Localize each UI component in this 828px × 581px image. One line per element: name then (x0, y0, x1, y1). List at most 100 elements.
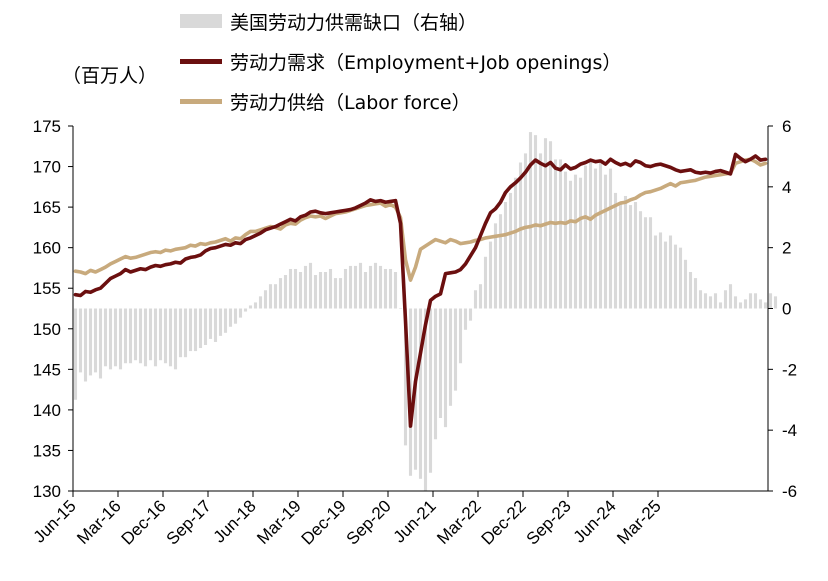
gap-bar (323, 272, 328, 309)
left-tick-label: 170 (33, 158, 61, 177)
left-axis-unit: （百万人） (62, 65, 158, 87)
legend-swatch-demand (180, 58, 222, 64)
gap-bar (78, 308, 83, 373)
gap-bar (428, 308, 433, 473)
gap-bar (418, 308, 423, 479)
left-tick-label: 160 (33, 239, 61, 258)
gap-bar (398, 308, 403, 309)
gap-bar (123, 308, 128, 364)
gap-bar (403, 308, 408, 446)
gap-bar (498, 214, 503, 309)
gap-bar (743, 299, 748, 309)
gap-bar (668, 235, 673, 309)
right-tick-label: 4 (782, 178, 791, 197)
gap-bar (738, 302, 743, 309)
gap-bar (258, 296, 263, 309)
gap-bar (623, 195, 628, 309)
gap-bar (528, 132, 533, 309)
x-tick-label: Mar-22 (433, 496, 485, 548)
gap-bar (648, 217, 653, 309)
gap-bar (458, 308, 463, 364)
gap-bar (583, 165, 588, 309)
gap-bar (278, 278, 283, 309)
gap-bar (563, 171, 568, 309)
gap-bar (108, 308, 113, 370)
x-tick-label: Mar-25 (613, 496, 665, 548)
gap-bar (768, 293, 773, 309)
gap-bar (663, 241, 668, 309)
gap-bar (503, 202, 508, 309)
gap-bar (443, 308, 448, 428)
gap-bar (148, 308, 153, 361)
gap-bar (433, 308, 438, 440)
gap-bar (118, 308, 123, 370)
gap-bar (308, 262, 313, 309)
x-tick-label: Sep-20 (343, 496, 395, 548)
gap-bar (298, 272, 303, 309)
gap-bar (373, 262, 378, 309)
gap-bar (243, 308, 248, 312)
supply-line (73, 157, 768, 282)
gap-bar (713, 293, 718, 309)
gap-bar (633, 202, 638, 309)
x-tick-label: Dec-19 (298, 496, 350, 548)
gap-bar (423, 308, 428, 491)
gap-bar (173, 308, 178, 370)
gap-bar (558, 159, 563, 309)
gap-bar (683, 259, 688, 309)
gap-bar (523, 153, 528, 309)
left-tick-label: 155 (33, 279, 61, 298)
gap-bar (773, 296, 778, 309)
left-tick-label: 140 (33, 401, 61, 420)
gap-bar (723, 290, 728, 309)
gap-bar (318, 272, 323, 309)
gap-bar (248, 305, 253, 309)
gap-bar (313, 275, 318, 309)
left-tick-label: 130 (33, 482, 61, 501)
gap-bar (518, 162, 523, 309)
gap-bar (138, 308, 143, 364)
gap-bar (88, 308, 93, 376)
gap-bar (158, 308, 163, 361)
gap-bar (698, 290, 703, 309)
gap-bar (448, 308, 453, 406)
right-tick-label: 6 (782, 117, 791, 136)
right-tick-label: -4 (782, 421, 797, 440)
gap-bar (98, 308, 103, 379)
legend-label-demand: 劳动力需求（Employment+Job openings） (230, 51, 622, 74)
right-tick-label: -2 (782, 360, 797, 379)
gap-bar (588, 159, 593, 309)
gap-bar (203, 308, 208, 345)
legend-item-supply: 劳动力供给（Labor force） (180, 89, 471, 114)
gap-bar (193, 308, 198, 352)
gap-bar (478, 284, 483, 309)
gap-bar (578, 177, 583, 309)
demand-line (73, 152, 768, 428)
left-tick-label: 150 (33, 320, 61, 339)
gap-bar (293, 268, 298, 309)
gap-bar (593, 168, 598, 309)
gap-bar (513, 177, 518, 309)
gap-bar (618, 202, 623, 309)
gap-bar (198, 308, 203, 349)
gap-bar (468, 308, 473, 321)
gap-bar (733, 296, 738, 309)
x-tick-label: Dec-16 (118, 496, 170, 548)
gap-bar (553, 159, 558, 309)
gap-bar (673, 244, 678, 309)
left-tick-label: 145 (33, 360, 61, 379)
gap-bar (378, 265, 383, 309)
gap-bar (608, 168, 613, 309)
x-tick-label: Mar-16 (73, 496, 125, 548)
gap-bar (383, 268, 388, 309)
gap-bar (268, 284, 273, 309)
x-tick-label: Mar-19 (253, 496, 305, 548)
legend-swatch-supply (180, 98, 222, 104)
x-tick-label: Sep-23 (523, 496, 575, 548)
gap-bar (213, 308, 218, 342)
gap-bar (83, 308, 88, 382)
gap-bar (103, 308, 108, 367)
gap-bar (538, 153, 543, 309)
gap-bar (333, 278, 338, 309)
gap-bar (218, 308, 223, 336)
